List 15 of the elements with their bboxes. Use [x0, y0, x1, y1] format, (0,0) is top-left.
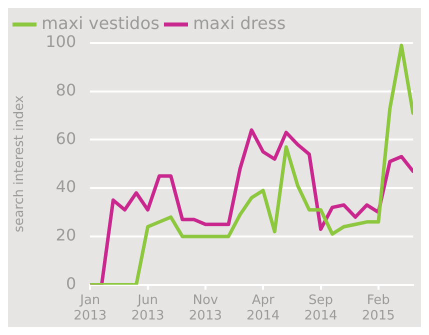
legend-label: maxi dress	[192, 14, 286, 34]
x-tick-label: Feb 2015	[362, 292, 395, 324]
y-tick-label: 100	[46, 32, 76, 52]
legend-label: maxi vestidos	[42, 14, 160, 34]
y-tick-label: 20	[56, 226, 76, 245]
x-tick-label: Nov 2013	[188, 292, 222, 324]
y-tick-label: 60	[56, 128, 76, 148]
x-tick-label: Sep 2014	[304, 292, 338, 324]
y-tick-label: 80	[56, 80, 76, 100]
x-tick-label: Apr 2014	[246, 292, 280, 324]
y-axis-title: search interest index	[12, 95, 28, 232]
y-tick-label: 40	[56, 177, 76, 196]
y-tick-label: 0	[66, 274, 76, 293]
x-tick-label: Jun 2013	[131, 292, 164, 324]
x-tick-label: Jan 2013	[74, 292, 107, 324]
